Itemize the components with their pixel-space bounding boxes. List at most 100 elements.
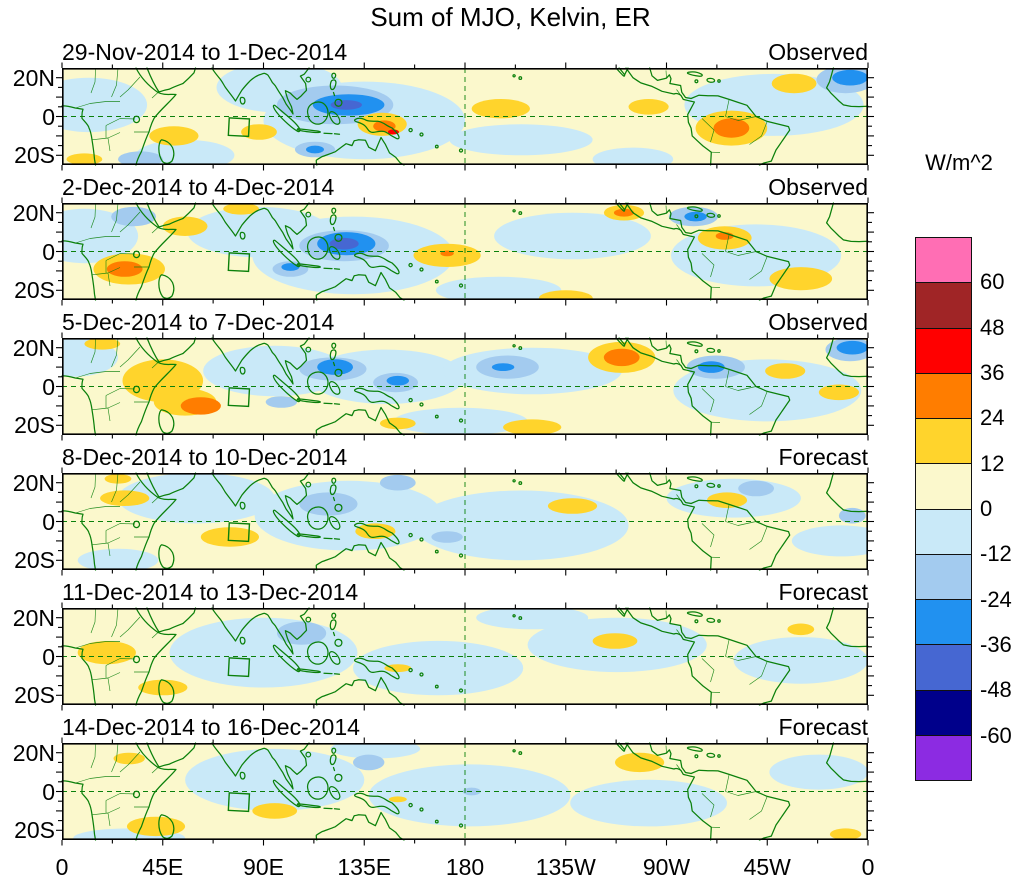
anomaly-blob: [494, 212, 651, 260]
lon-label: 0: [861, 854, 875, 880]
panel-6-header: 14-Dec-2014 to 16-Dec-2014 Forecast: [62, 713, 868, 741]
panel-6-source: Forecast: [778, 714, 868, 740]
anomaly-blob: [373, 120, 396, 132]
lat-label: 20S: [14, 412, 55, 439]
colorbar-tick-label: -12: [980, 541, 1012, 567]
colorbar-tick-label: -36: [980, 631, 1012, 657]
anomaly-blob: [613, 208, 635, 217]
anomaly-blob: [111, 206, 156, 227]
colorbar-tick-label: 12: [980, 450, 1005, 476]
anomaly-blob: [791, 525, 868, 557]
colorbar-tick-label: 48: [980, 314, 1005, 340]
lat-label: 0: [42, 778, 55, 805]
colorbar-tick-label: 36: [980, 359, 1005, 385]
anomaly-blob: [769, 754, 868, 790]
anomaly-blob: [330, 743, 421, 759]
lon-label: 45E: [142, 854, 184, 880]
colorbar-segment: [916, 328, 971, 374]
panel-2-header: 2-Dec-2014 to 4-Dec-2014 Observed: [62, 173, 868, 201]
anomaly-blob: [254, 480, 443, 551]
colorbar-tick-label: -24: [980, 586, 1012, 612]
anomaly-blob: [503, 419, 562, 435]
anomaly-blob: [570, 779, 727, 827]
anomaly-blob: [353, 640, 524, 696]
map-panel-2: [55, 196, 875, 307]
lat-label: 20N: [12, 739, 55, 766]
anomaly-blob: [106, 261, 143, 277]
colorbar-tick-label: 60: [980, 269, 1005, 295]
anomaly-blob: [368, 764, 571, 827]
anomaly-blob: [330, 100, 362, 110]
anomaly-blob: [162, 216, 208, 236]
anomaly-blob: [603, 348, 640, 367]
colorbar-segment: [916, 600, 971, 646]
anomaly-blob: [317, 359, 353, 375]
lat-label: 20S: [14, 547, 55, 574]
anomaly-blob: [355, 523, 396, 539]
anomaly-blob: [353, 754, 385, 771]
lat-label: 20S: [14, 817, 55, 844]
colorbar-segment: [916, 419, 971, 465]
anomaly-blob: [538, 290, 593, 300]
anomaly-blob: [113, 752, 145, 765]
colorbar-segment: [916, 690, 971, 736]
lon-label: 90W: [642, 854, 691, 880]
panel-4-source: Forecast: [778, 444, 868, 470]
panel-1-period: 29-Nov-2014 to 1-Dec-2014: [62, 39, 348, 65]
lon-label: 180: [445, 854, 485, 880]
anomaly-blob: [384, 664, 412, 672]
lon-label: 135E: [337, 854, 392, 880]
anomaly-blob: [379, 474, 416, 491]
anomaly-blob: [306, 145, 324, 154]
lat-label: 0: [42, 508, 55, 535]
anomaly-blob: [241, 124, 277, 140]
map-panel-3: [55, 331, 875, 442]
panel-4-period: 8-Dec-2014 to 10-Dec-2014: [62, 444, 348, 470]
colorbar-segment: [916, 464, 971, 510]
anomaly-blob: [787, 623, 815, 636]
lat-label: 20S: [14, 277, 55, 304]
anomaly-blob: [386, 375, 409, 386]
map-panel-5: [55, 601, 875, 712]
lat-label: 0: [42, 373, 55, 400]
panel-4-header: 8-Dec-2014 to 10-Dec-2014 Forecast: [62, 443, 868, 471]
anomaly-blob: [476, 608, 589, 630]
anomaly-blob: [84, 338, 121, 350]
map-panel-6: [55, 736, 875, 847]
anomaly-blob: [252, 803, 298, 819]
panel-1-source: Observed: [768, 39, 868, 65]
anomaly-blob: [66, 153, 103, 165]
panel-1-header: 29-Nov-2014 to 1-Dec-2014 Observed: [62, 38, 868, 66]
lon-label: 90E: [243, 854, 284, 880]
anomaly-blob: [281, 263, 300, 271]
lat-label: 20S: [14, 682, 55, 709]
lat-label: 0: [42, 103, 55, 130]
lat-label: 20N: [12, 469, 55, 496]
panel-5-period: 11-Dec-2014 to 13-Dec-2014: [62, 579, 359, 605]
anomaly-blob: [388, 796, 407, 803]
anomaly-blob: [769, 267, 833, 291]
anomaly-blob: [223, 203, 259, 215]
lat-label: 20N: [12, 64, 55, 91]
anomaly-blob: [200, 527, 259, 547]
anomaly-blob: [149, 126, 199, 146]
anomaly-blob: [592, 633, 638, 649]
anomaly-blob: [829, 828, 862, 840]
panel-5-header: 11-Dec-2014 to 13-Dec-2014 Forecast: [62, 578, 868, 606]
anomaly-blob: [138, 679, 188, 696]
panel-3-source: Observed: [768, 309, 868, 335]
anomaly-blob: [118, 151, 163, 165]
lat-label: 0: [42, 238, 55, 265]
colorbar-segment: [916, 735, 971, 780]
anomaly-blob: [713, 118, 750, 138]
map-panel-4: [55, 466, 875, 577]
anomaly-blob: [431, 531, 463, 543]
anomaly-blob: [180, 397, 221, 415]
anomaly-blob: [733, 637, 868, 684]
anomaly-blob: [615, 752, 665, 773]
lon-label: 135W: [535, 854, 596, 880]
anomaly-blob: [265, 396, 298, 408]
colorbar-segment: [916, 283, 971, 329]
panel-2-source: Observed: [768, 174, 868, 200]
